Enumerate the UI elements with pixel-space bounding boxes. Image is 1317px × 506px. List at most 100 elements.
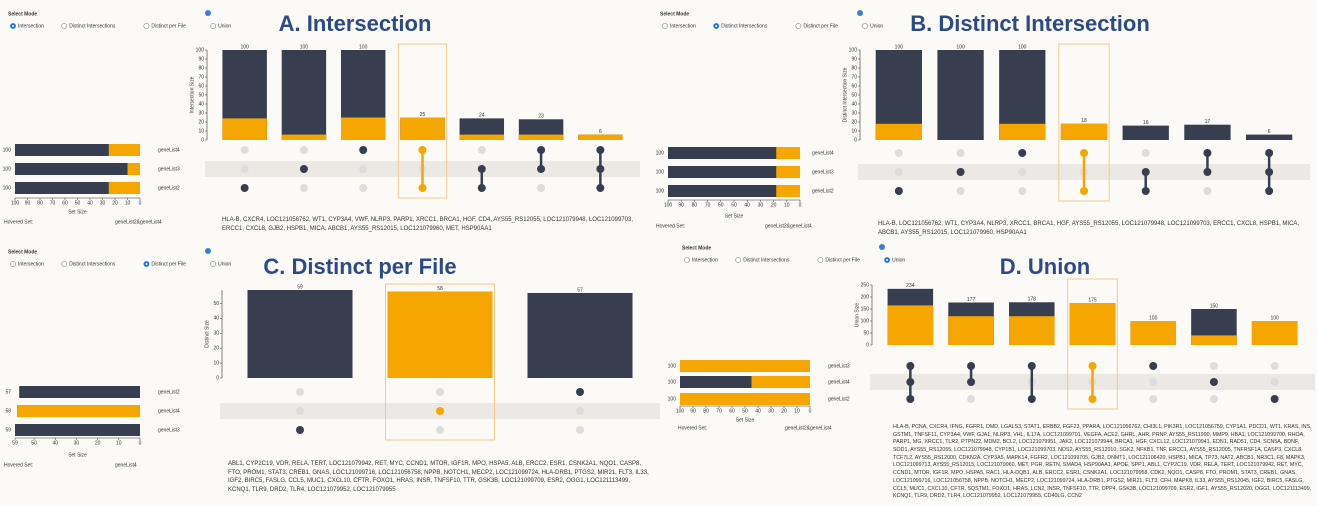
radio-button[interactable] bbox=[210, 23, 216, 29]
radio-label[interactable]: Intersection bbox=[18, 23, 44, 29]
select-mode-label: Select Mode bbox=[8, 11, 37, 17]
matrix-dot bbox=[1203, 168, 1212, 176]
x-tick-label: 80 bbox=[692, 202, 698, 208]
radio-button[interactable] bbox=[143, 23, 150, 29]
hovered-set: geneList2&geneList4 bbox=[115, 219, 162, 225]
set-name: geneList3 bbox=[812, 169, 834, 175]
bar-highlight bbox=[222, 118, 267, 140]
y-tick-label: 70 bbox=[851, 74, 857, 80]
set-size-label: 57 bbox=[5, 389, 11, 395]
radio-label[interactable]: Distinct per File bbox=[151, 261, 186, 267]
radio-button[interactable] bbox=[662, 23, 668, 29]
set-name: geneList2 bbox=[828, 396, 850, 402]
set-bar bbox=[668, 147, 800, 159]
matrix-dot bbox=[1141, 187, 1150, 195]
set-bar-highlight bbox=[776, 185, 800, 197]
set-bar-highlight bbox=[776, 166, 800, 178]
y-tick-label: 150 bbox=[861, 306, 870, 312]
matrix-dot bbox=[1080, 149, 1088, 157]
set-bar bbox=[19, 386, 140, 398]
radio-label[interactable]: Distinct per File bbox=[825, 257, 860, 263]
radio-button[interactable] bbox=[735, 257, 742, 263]
hover-frame bbox=[1058, 43, 1110, 202]
set-size-label: 100 bbox=[3, 147, 12, 153]
matrix-dot-empty bbox=[359, 184, 368, 192]
y-axis-label: Intersection Size bbox=[189, 76, 195, 113]
radio-dot bbox=[886, 259, 889, 261]
y-tick-label: 40 bbox=[213, 316, 219, 322]
matrix-dot-empty bbox=[1209, 362, 1218, 370]
y-tick-label: 40 bbox=[198, 101, 204, 107]
matrix-dot bbox=[967, 378, 976, 386]
y-tick-label: 50 bbox=[198, 92, 204, 98]
bar-value-label: 6 bbox=[599, 129, 602, 135]
y-tick-label: 10 bbox=[851, 128, 857, 134]
select-mode-label: Select Mode bbox=[8, 249, 37, 255]
y-tick-label: 20 bbox=[198, 119, 204, 125]
matrix-dot bbox=[967, 362, 976, 370]
matrix-dot-empty bbox=[436, 426, 444, 434]
hovered-set: geneList4 bbox=[115, 462, 137, 468]
radio-label[interactable]: Union bbox=[218, 23, 231, 29]
radio-label[interactable]: Distinct per File bbox=[151, 23, 186, 29]
x-tick-label: 60 bbox=[718, 202, 724, 208]
y-tick-label: 40 bbox=[851, 101, 857, 107]
matrix-dot-empty bbox=[576, 407, 584, 415]
bar-value-label: 100 bbox=[1018, 44, 1027, 50]
x-tick-label: 40 bbox=[87, 200, 93, 206]
y-axis-label: Distinct Size bbox=[204, 320, 210, 348]
radio-label[interactable]: Intersection bbox=[18, 261, 44, 267]
x-tick-label: 100 bbox=[676, 408, 685, 414]
x-tick-label: 0 bbox=[799, 202, 802, 208]
bar-highlight bbox=[518, 134, 564, 140]
radio-button[interactable] bbox=[10, 261, 16, 267]
bar-value-label: 175 bbox=[1088, 297, 1097, 303]
bar-highlight bbox=[578, 134, 623, 140]
matrix-dot bbox=[576, 388, 584, 396]
y-tick-label: 90 bbox=[851, 56, 857, 62]
matrix-dot bbox=[906, 378, 915, 386]
x-tick-label: 60 bbox=[62, 200, 68, 206]
radio-label[interactable]: Distinct Intersections bbox=[69, 23, 116, 29]
radio-label[interactable]: Intersection bbox=[692, 257, 718, 263]
bar bbox=[281, 50, 327, 140]
set-name: geneList3 bbox=[828, 363, 850, 369]
radio-label[interactable]: Distinct per File bbox=[803, 23, 838, 29]
gene-list: HLA-B, CXCR4, LOC121056762, WT1, CYP3A4,… bbox=[222, 217, 633, 232]
x-tick-label: 20 bbox=[781, 408, 787, 414]
radio-label[interactable]: Union bbox=[218, 261, 231, 267]
matrix-dot bbox=[1018, 149, 1027, 157]
radio-label[interactable]: Distinct Intersections bbox=[743, 257, 790, 263]
radio-button[interactable] bbox=[862, 23, 868, 29]
x-tick-label: 30 bbox=[758, 202, 764, 208]
info-icon bbox=[205, 248, 211, 254]
matrix-dot bbox=[1149, 362, 1158, 370]
matrix-dot-empty bbox=[477, 146, 486, 154]
radio-label[interactable]: Union bbox=[892, 257, 905, 263]
x-tick-label: 40 bbox=[755, 408, 761, 414]
matrix-dot bbox=[418, 146, 427, 154]
radio-button[interactable] bbox=[210, 261, 216, 267]
bar bbox=[1184, 124, 1231, 140]
y-axis-label: Distinct Intersection Size bbox=[842, 67, 848, 122]
matrix-dot-empty bbox=[1270, 362, 1279, 370]
radio-label[interactable]: Union bbox=[870, 23, 883, 29]
gene-list: HLA-B, LOC121056762, WT1, CYP3A4, NLRP3,… bbox=[878, 221, 1300, 236]
radio-button[interactable] bbox=[817, 257, 824, 263]
matrix-dot bbox=[299, 165, 308, 173]
radio-button[interactable] bbox=[61, 23, 68, 29]
matrix-dot-empty bbox=[1018, 187, 1027, 195]
radio-label[interactable]: Distinct Intersections bbox=[721, 23, 768, 29]
bar bbox=[1246, 134, 1293, 140]
radio-button[interactable] bbox=[795, 23, 802, 29]
hovered-set: geneList2&geneList4 bbox=[765, 223, 812, 229]
matrix-dot bbox=[1088, 395, 1097, 403]
set-size-label: 100 bbox=[668, 379, 677, 385]
radio-label[interactable]: Distinct Intersections bbox=[69, 261, 116, 267]
x-tick-label: 100 bbox=[11, 200, 20, 206]
radio-label[interactable]: Intersection bbox=[670, 23, 696, 29]
radio-button[interactable] bbox=[684, 257, 690, 263]
x-tick-label: 50 bbox=[742, 408, 748, 414]
radio-button[interactable] bbox=[61, 261, 68, 267]
